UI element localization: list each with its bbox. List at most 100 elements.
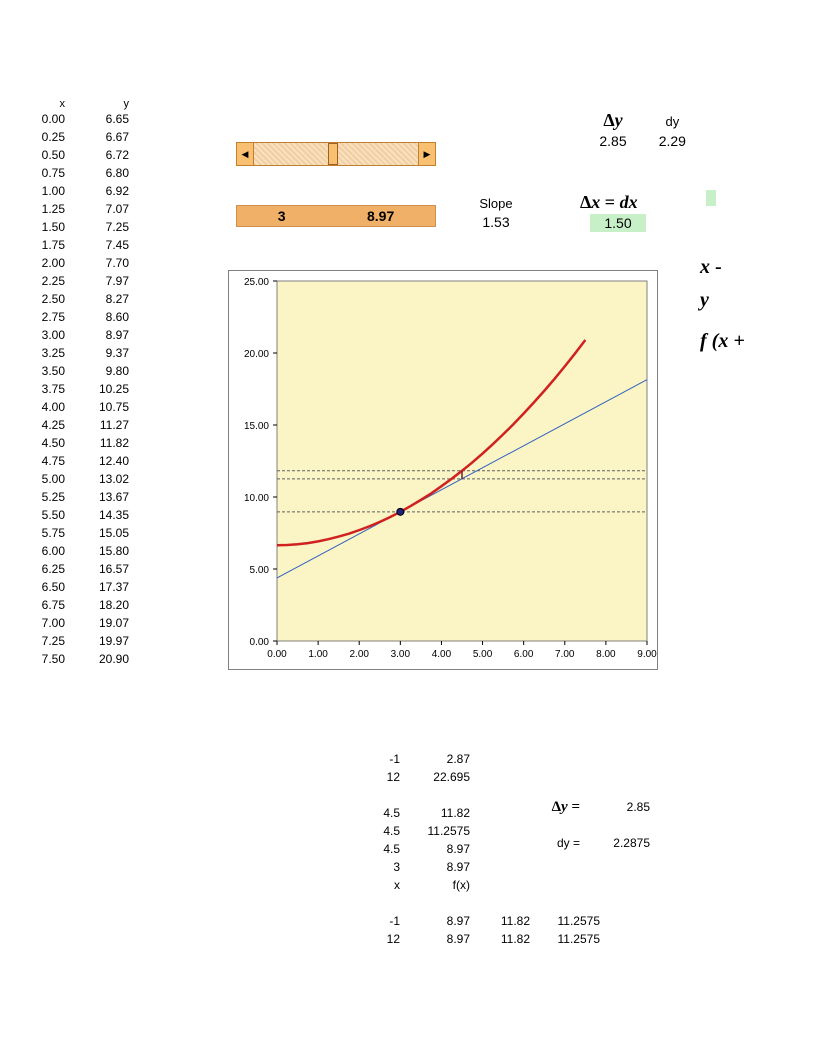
table-row: 7.0019.07 — [25, 614, 129, 632]
dx-value[interactable]: 1.50 — [590, 214, 646, 232]
big-delta-y-label: Δy — [585, 110, 641, 131]
cell-x: 5.00 — [25, 470, 65, 488]
slider-left-button[interactable]: ◀ — [236, 142, 254, 166]
table-row: 5.0013.02 — [25, 470, 129, 488]
svg-text:8.00: 8.00 — [596, 649, 616, 660]
table-row: 0.506.72 — [25, 146, 129, 164]
cell-y: 17.37 — [65, 578, 129, 596]
svg-text:5.00: 5.00 — [473, 649, 493, 660]
big-delta-y-value: 2.85 — [585, 133, 641, 149]
cell-x: 7.00 — [25, 614, 65, 632]
x-header: x — [25, 98, 65, 110]
cell-y: 7.97 — [65, 272, 129, 290]
x-slider[interactable]: ◀ ▶ — [236, 142, 436, 166]
svg-text:2.00: 2.00 — [349, 649, 369, 660]
table-row: 0.006.65 — [25, 110, 129, 128]
cell-y: 12.40 — [65, 452, 129, 470]
cell-x: 0.75 — [25, 164, 65, 182]
cell-y: 10.75 — [65, 398, 129, 416]
table-row: 6.7518.20 — [25, 596, 129, 614]
cell-y: 18.20 — [65, 596, 129, 614]
small-dy-value: 2.29 — [644, 133, 700, 149]
side-x-label: x - — [700, 256, 745, 279]
table-row: 0.256.67 — [25, 128, 129, 146]
cell-x: 4.00 — [25, 398, 65, 416]
table-row: 2.508.27 — [25, 290, 129, 308]
table-row: 2.007.70 — [25, 254, 129, 272]
cell-x: 4.75 — [25, 452, 65, 470]
table-row: 1.757.45 — [25, 236, 129, 254]
cell-x: 6.00 — [25, 542, 65, 560]
cell-x: 5.25 — [25, 488, 65, 506]
cell-x: 3.25 — [25, 344, 65, 362]
slider-track[interactable] — [254, 142, 418, 166]
cell-x: 5.75 — [25, 524, 65, 542]
cell-x: 1.50 — [25, 218, 65, 236]
cell-y: 20.90 — [65, 650, 129, 668]
delta-y-section: Δy dy 2.85 2.29 — [585, 110, 700, 149]
cell-x: 3.75 — [25, 380, 65, 398]
side-fx-label: f (x + — [700, 330, 745, 353]
slider-right-button[interactable]: ▶ — [418, 142, 436, 166]
green-accent — [706, 190, 716, 206]
cell-y: 15.80 — [65, 542, 129, 560]
table-row: 6.0015.80 — [25, 542, 129, 560]
delta-x-equals-dx-label: Δx = dx — [580, 192, 638, 213]
cell-x: 6.25 — [25, 560, 65, 578]
svg-text:7.00: 7.00 — [555, 649, 575, 660]
cell-y: 15.05 — [65, 524, 129, 542]
cell-y: 13.02 — [65, 470, 129, 488]
table-row: -12.87 — [340, 750, 600, 768]
cell-x: 5.50 — [25, 506, 65, 524]
y-header: y — [65, 98, 129, 110]
table-row: 1222.695 — [340, 768, 600, 786]
table-row: 4.2511.27 — [25, 416, 129, 434]
svg-text:10.00: 10.00 — [244, 493, 269, 504]
svg-text:3.00: 3.00 — [391, 649, 411, 660]
cell-x: 2.50 — [25, 290, 65, 308]
table-row: 3.509.80 — [25, 362, 129, 380]
cell-y: 6.92 — [65, 182, 129, 200]
small-dy-label: dy — [644, 114, 700, 129]
cell-y: 6.67 — [65, 128, 129, 146]
table-row: 6.5017.37 — [25, 578, 129, 596]
table-row: 5.7515.05 — [25, 524, 129, 542]
cell-x: 0.00 — [25, 110, 65, 128]
cell-y: 8.60 — [65, 308, 129, 326]
cell-y: 7.25 — [65, 218, 129, 236]
table-row: 5.5014.35 — [25, 506, 129, 524]
table-row: 4.0010.75 — [25, 398, 129, 416]
svg-text:0.00: 0.00 — [267, 649, 287, 660]
bottom-Dy-label: Δy = — [520, 799, 580, 816]
table-row: 3.008.97 — [25, 326, 129, 344]
slider-thumb[interactable] — [328, 143, 338, 165]
cell-x: 2.00 — [25, 254, 65, 272]
cell-x: 6.75 — [25, 596, 65, 614]
svg-text:1.00: 1.00 — [308, 649, 328, 660]
table-row: 2.257.97 — [25, 272, 129, 290]
table-row: 7.5020.90 — [25, 650, 129, 668]
point-y: 8.97 — [367, 208, 394, 224]
table-row: 2.758.60 — [25, 308, 129, 326]
cell-x: 4.50 — [25, 434, 65, 452]
bottom-dy-label: dy = — [520, 836, 580, 850]
table-row: 4.5011.82 — [25, 434, 129, 452]
table-row: 1.006.92 — [25, 182, 129, 200]
cell-y: 6.65 — [65, 110, 129, 128]
cell-x: 2.25 — [25, 272, 65, 290]
cell-y: 19.07 — [65, 614, 129, 632]
cell-x: 3.00 — [25, 326, 65, 344]
cell-y: 19.97 — [65, 632, 129, 650]
cell-y: 11.82 — [65, 434, 129, 452]
cell-y: 7.45 — [65, 236, 129, 254]
calc-results: Δy = 2.85 dy = 2.2875 — [520, 798, 650, 870]
cell-x: 7.25 — [25, 632, 65, 650]
table-row: 6.2516.57 — [25, 560, 129, 578]
table-row: 1.257.07 — [25, 200, 129, 218]
table-row: 5.2513.67 — [25, 488, 129, 506]
slope-value: 1.53 — [466, 214, 526, 230]
table-row: 7.2519.97 — [25, 632, 129, 650]
svg-text:15.00: 15.00 — [244, 421, 269, 432]
cell-y: 9.37 — [65, 344, 129, 362]
svg-text:5.00: 5.00 — [250, 565, 270, 576]
